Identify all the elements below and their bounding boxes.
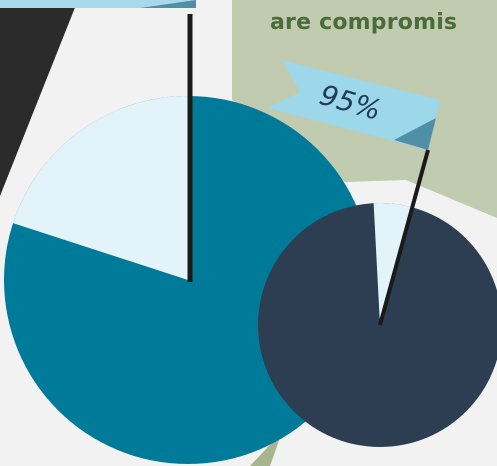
small-pie-highlight-slice [373, 202, 412, 325]
small-pie-base [258, 203, 497, 447]
small-pie [258, 202, 497, 447]
large-pie-highlight-slice [13, 96, 189, 280]
flag-fold [394, 118, 436, 150]
dark-wedge [0, 0, 78, 196]
heading-fragment: are compromis [270, 10, 458, 35]
top-left-bar [0, 0, 196, 8]
flag-banner [268, 60, 440, 150]
flag-pole [378, 149, 430, 326]
top-left-bar-fold [140, 0, 196, 8]
